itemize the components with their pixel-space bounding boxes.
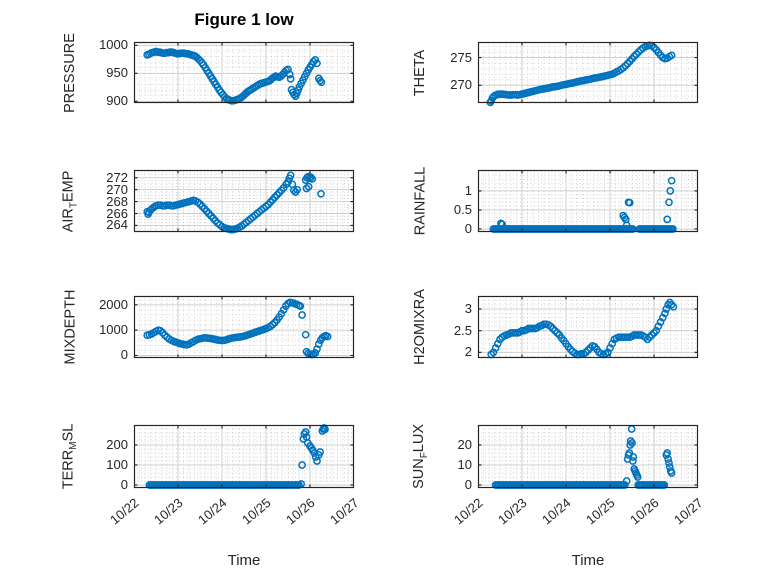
y-tick-label: 0.5 xyxy=(453,201,472,217)
subplot-pressure xyxy=(133,41,355,105)
x-tick-label: 10/27 xyxy=(671,495,706,528)
subplot-rainfall xyxy=(477,169,699,233)
y-tick-label: 264 xyxy=(106,217,128,233)
y-tick-label: 900 xyxy=(106,93,128,109)
y-axis-label-sun_flux: SUNFLUX xyxy=(410,424,430,489)
y-tick-label: 1000 xyxy=(99,37,128,53)
x-tick-label: 10/26 xyxy=(283,495,318,528)
y-axis-label-mixdepth: MIXDEPTH xyxy=(62,289,79,365)
subplot-theta xyxy=(477,41,699,107)
y-tick-label: 100 xyxy=(106,457,128,472)
data-points xyxy=(489,176,677,233)
plot-area-air_temp xyxy=(133,169,355,234)
x-axis-label-right: Time xyxy=(571,552,605,569)
data-points xyxy=(145,424,329,489)
y-tick-label: 270 xyxy=(106,181,128,197)
plot-area-mixdepth xyxy=(133,295,355,359)
minor-grid xyxy=(134,425,354,488)
minor-grid xyxy=(478,425,698,488)
axis-box xyxy=(133,295,355,359)
y-tick-label: 1000 xyxy=(99,322,128,338)
figure-title: Figure 1 low xyxy=(194,10,294,29)
axis-box xyxy=(133,41,355,104)
data-points xyxy=(487,298,678,359)
plot-area-rainfall xyxy=(477,169,699,233)
y-axis-label-air_temp: AIRTEMP xyxy=(60,170,80,232)
axis-box xyxy=(477,424,699,489)
subplot-sun-flux xyxy=(477,424,699,489)
y-axis-label-theta: THETA xyxy=(412,49,429,96)
x-tick-label: 10/24 xyxy=(539,495,574,528)
y-tick-label: 0 xyxy=(464,477,472,492)
axis-box xyxy=(133,424,355,489)
x-tick-label: 10/26 xyxy=(627,495,662,528)
x-axis-label-left: Time xyxy=(227,552,261,569)
axis-box xyxy=(477,41,699,104)
y-tick-label: 950 xyxy=(106,65,128,81)
minor-grid xyxy=(134,170,354,232)
plot-area-sun_flux xyxy=(477,424,699,489)
major-grid xyxy=(134,42,354,103)
x-tick-label: 10/23 xyxy=(495,495,530,528)
data-points xyxy=(143,47,326,105)
axis-box xyxy=(477,169,699,233)
axis-box xyxy=(133,169,355,233)
y-axis-label-h2omixra: H2OMIXRA xyxy=(412,289,428,365)
y-tick-label: 0 xyxy=(120,477,128,492)
y-tick-label: 0 xyxy=(464,220,472,236)
y-tick-label: 0 xyxy=(120,347,128,363)
data-points xyxy=(491,425,676,489)
y-axis-label-pressure: PRESSURE xyxy=(62,32,78,113)
y-axis-label-terr_msl: TERRMSL xyxy=(60,423,80,490)
minor-grid xyxy=(478,170,698,232)
y-tick-label: 266 xyxy=(106,205,128,221)
x-tick-label: 10/22 xyxy=(451,495,486,528)
y-axis-label-rainfall: RAINFALL xyxy=(412,166,428,236)
data-points xyxy=(486,41,676,107)
axis-box xyxy=(477,295,699,359)
subplot-h2omixra xyxy=(477,295,699,359)
plot-area-h2omixra xyxy=(477,295,699,359)
y-tick-label: 275 xyxy=(450,49,472,65)
y-tick-label: 10 xyxy=(457,457,472,472)
subplot-air-temp xyxy=(133,169,355,234)
y-tick-label: 3 xyxy=(464,301,472,316)
x-tick-label: 10/25 xyxy=(239,495,274,528)
y-tick-label: 1 xyxy=(464,182,472,198)
y-tick-label: 20 xyxy=(457,437,472,452)
y-tick-label: 272 xyxy=(106,169,128,185)
x-tick-label: 10/25 xyxy=(583,495,618,528)
y-tick-label: 2000 xyxy=(99,296,128,312)
y-tick-label: 270 xyxy=(450,77,472,93)
plot-area-theta xyxy=(477,41,699,107)
plot-area-pressure xyxy=(133,41,355,105)
subplot-terr-msl xyxy=(133,424,355,489)
x-tick-label: 10/27 xyxy=(327,495,362,528)
plot-area-terr_msl xyxy=(133,424,355,489)
y-tick-label: 268 xyxy=(106,193,128,209)
y-tick-label: 2 xyxy=(464,344,472,360)
x-tick-label: 10/24 xyxy=(195,495,230,528)
y-tick-label: 200 xyxy=(106,437,128,452)
data-points xyxy=(143,171,325,234)
subplot-mixdepth xyxy=(133,295,355,359)
x-tick-label: 10/22 xyxy=(107,495,142,528)
y-tick-label: 2.5 xyxy=(453,322,472,338)
x-tick-label: 10/23 xyxy=(151,495,186,528)
